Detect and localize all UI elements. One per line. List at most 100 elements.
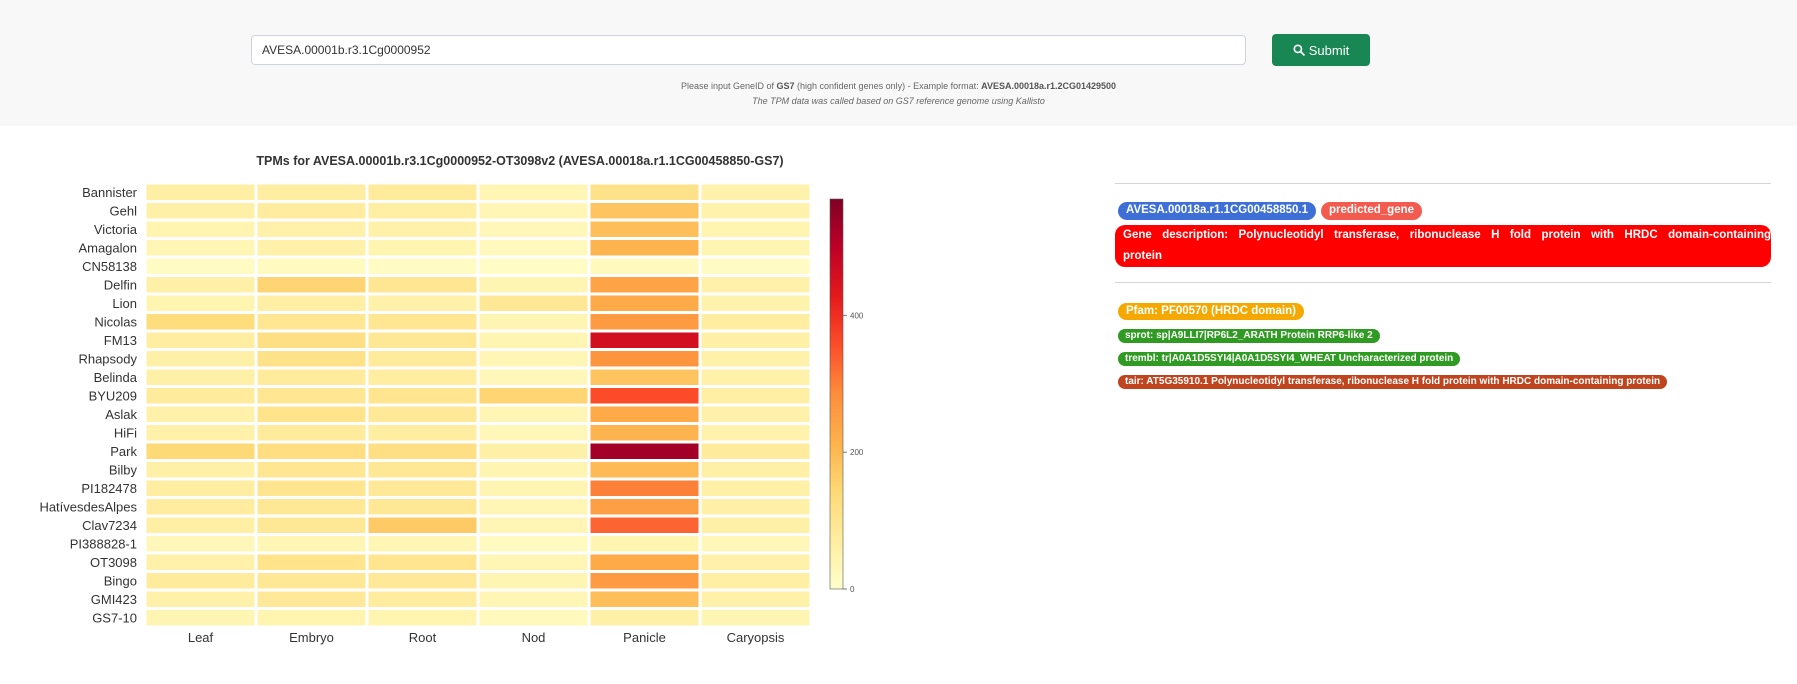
heatmap-cell xyxy=(257,499,366,515)
heatmap-cell xyxy=(590,517,699,533)
heatmap-cell xyxy=(479,203,588,219)
heatmap-cell xyxy=(701,351,810,367)
y-tick-label: PI388828-1 xyxy=(70,536,137,551)
heatmap-cell xyxy=(590,536,699,552)
heatmap-cell xyxy=(146,221,255,237)
heatmap-cell xyxy=(590,221,699,237)
x-tick-label: Root xyxy=(409,630,437,645)
heatmap-cell xyxy=(590,295,699,311)
x-tick-label: Nod xyxy=(522,630,546,645)
y-tick-label: Lion xyxy=(112,296,137,311)
heatmap-cell xyxy=(590,573,699,589)
heatmap-cell xyxy=(701,591,810,607)
y-tick-label: Park xyxy=(110,444,137,459)
x-tick-label: Caryopsis xyxy=(727,630,785,645)
submit-button[interactable]: Submit xyxy=(1272,34,1370,66)
heatmap-cell xyxy=(257,591,366,607)
heatmap-cell xyxy=(701,517,810,533)
y-tick-label: CN58138 xyxy=(82,259,137,274)
heatmap-cell xyxy=(368,610,477,626)
heatmap-cell xyxy=(479,517,588,533)
heatmap-cell xyxy=(146,406,255,422)
heatmap-cell xyxy=(479,591,588,607)
heatmap-cell xyxy=(590,443,699,459)
heatmap-cell xyxy=(479,536,588,552)
heatmap-cell xyxy=(368,425,477,441)
divider xyxy=(1115,183,1771,184)
heatmap-cell xyxy=(479,406,588,422)
heatmap-cell xyxy=(257,277,366,293)
heatmap-cell xyxy=(368,240,477,256)
heatmap-cell xyxy=(368,351,477,367)
heatmap-cell xyxy=(590,240,699,256)
heatmap-cell xyxy=(146,517,255,533)
heatmap-cell xyxy=(368,499,477,515)
heatmap-cell xyxy=(368,388,477,404)
gene-description: Gene description: Polynucleotidyl transf… xyxy=(1115,224,1771,267)
colorbar-tick-label: 200 xyxy=(850,448,864,457)
heatmap-cell xyxy=(701,369,810,385)
heatmap-cell xyxy=(479,277,588,293)
heatmap-cell xyxy=(479,221,588,237)
y-tick-label: Victoria xyxy=(94,222,138,237)
heatmap-cell xyxy=(590,554,699,570)
heatmap-cell xyxy=(701,258,810,274)
heatmap-cell xyxy=(479,499,588,515)
heatmap-cell xyxy=(590,184,699,200)
heatmap-cell xyxy=(479,388,588,404)
heatmap-cell xyxy=(590,314,699,330)
heatmap-cell xyxy=(701,314,810,330)
data-source-note: The TPM data was called based on GS7 ref… xyxy=(752,96,1045,106)
heatmap-cell xyxy=(257,388,366,404)
heatmap-cell xyxy=(146,295,255,311)
heatmap-cell xyxy=(257,314,366,330)
heatmap-cell xyxy=(368,462,477,478)
heatmap-cell xyxy=(701,277,810,293)
y-tick-label: GS7-10 xyxy=(92,610,137,625)
heatmap-cell xyxy=(479,332,588,348)
heatmap-cell xyxy=(701,221,810,237)
y-tick-label: Bilby xyxy=(109,462,138,477)
heatmap-cell xyxy=(368,369,477,385)
heatmap-cell xyxy=(257,517,366,533)
heatmap-cell xyxy=(146,277,255,293)
colorbar: 0 200 400 xyxy=(829,198,864,594)
heatmap-cell xyxy=(479,351,588,367)
gene-id-input[interactable] xyxy=(251,35,1246,65)
y-tick-label: Delfin xyxy=(104,277,137,292)
heatmap-cell xyxy=(146,314,255,330)
heatmap-cell xyxy=(368,406,477,422)
heatmap-cell xyxy=(701,480,810,496)
heatmap-cell xyxy=(479,425,588,441)
heatmap-cell xyxy=(146,332,255,348)
heatmap-cell xyxy=(479,369,588,385)
heatmap-cell xyxy=(701,184,810,200)
heatmap-cell xyxy=(257,351,366,367)
heatmap-cell xyxy=(590,277,699,293)
heatmap-cell xyxy=(479,462,588,478)
heatmap-cell xyxy=(590,499,699,515)
heatmap-cell xyxy=(257,221,366,237)
heatmap-cell xyxy=(368,203,477,219)
heatmap-cell xyxy=(146,203,255,219)
heatmap-cell xyxy=(257,554,366,570)
heatmap-cell xyxy=(479,573,588,589)
y-tick-label: Bingo xyxy=(104,573,137,588)
heatmap-cell xyxy=(368,573,477,589)
heatmap-cell xyxy=(368,314,477,330)
gene-id-badge: AVESA.00018a.r1.1CG00458850.1 xyxy=(1118,202,1317,220)
y-tick-label: HatívesdesAlpes xyxy=(39,499,137,514)
heatmap-cell xyxy=(257,536,366,552)
heatmap-cell xyxy=(146,554,255,570)
search-icon xyxy=(1293,44,1305,56)
heatmap-cell xyxy=(701,443,810,459)
heatmap-cell xyxy=(257,406,366,422)
heatmap-cell xyxy=(701,554,810,570)
heatmap-cell xyxy=(146,610,255,626)
heatmap-cell xyxy=(257,240,366,256)
heatmap-cell xyxy=(146,240,255,256)
y-tick-label: Rhapsody xyxy=(78,351,137,366)
submit-label: Submit xyxy=(1308,42,1350,58)
heatmap-cell xyxy=(479,240,588,256)
heatmap-cell xyxy=(701,425,810,441)
